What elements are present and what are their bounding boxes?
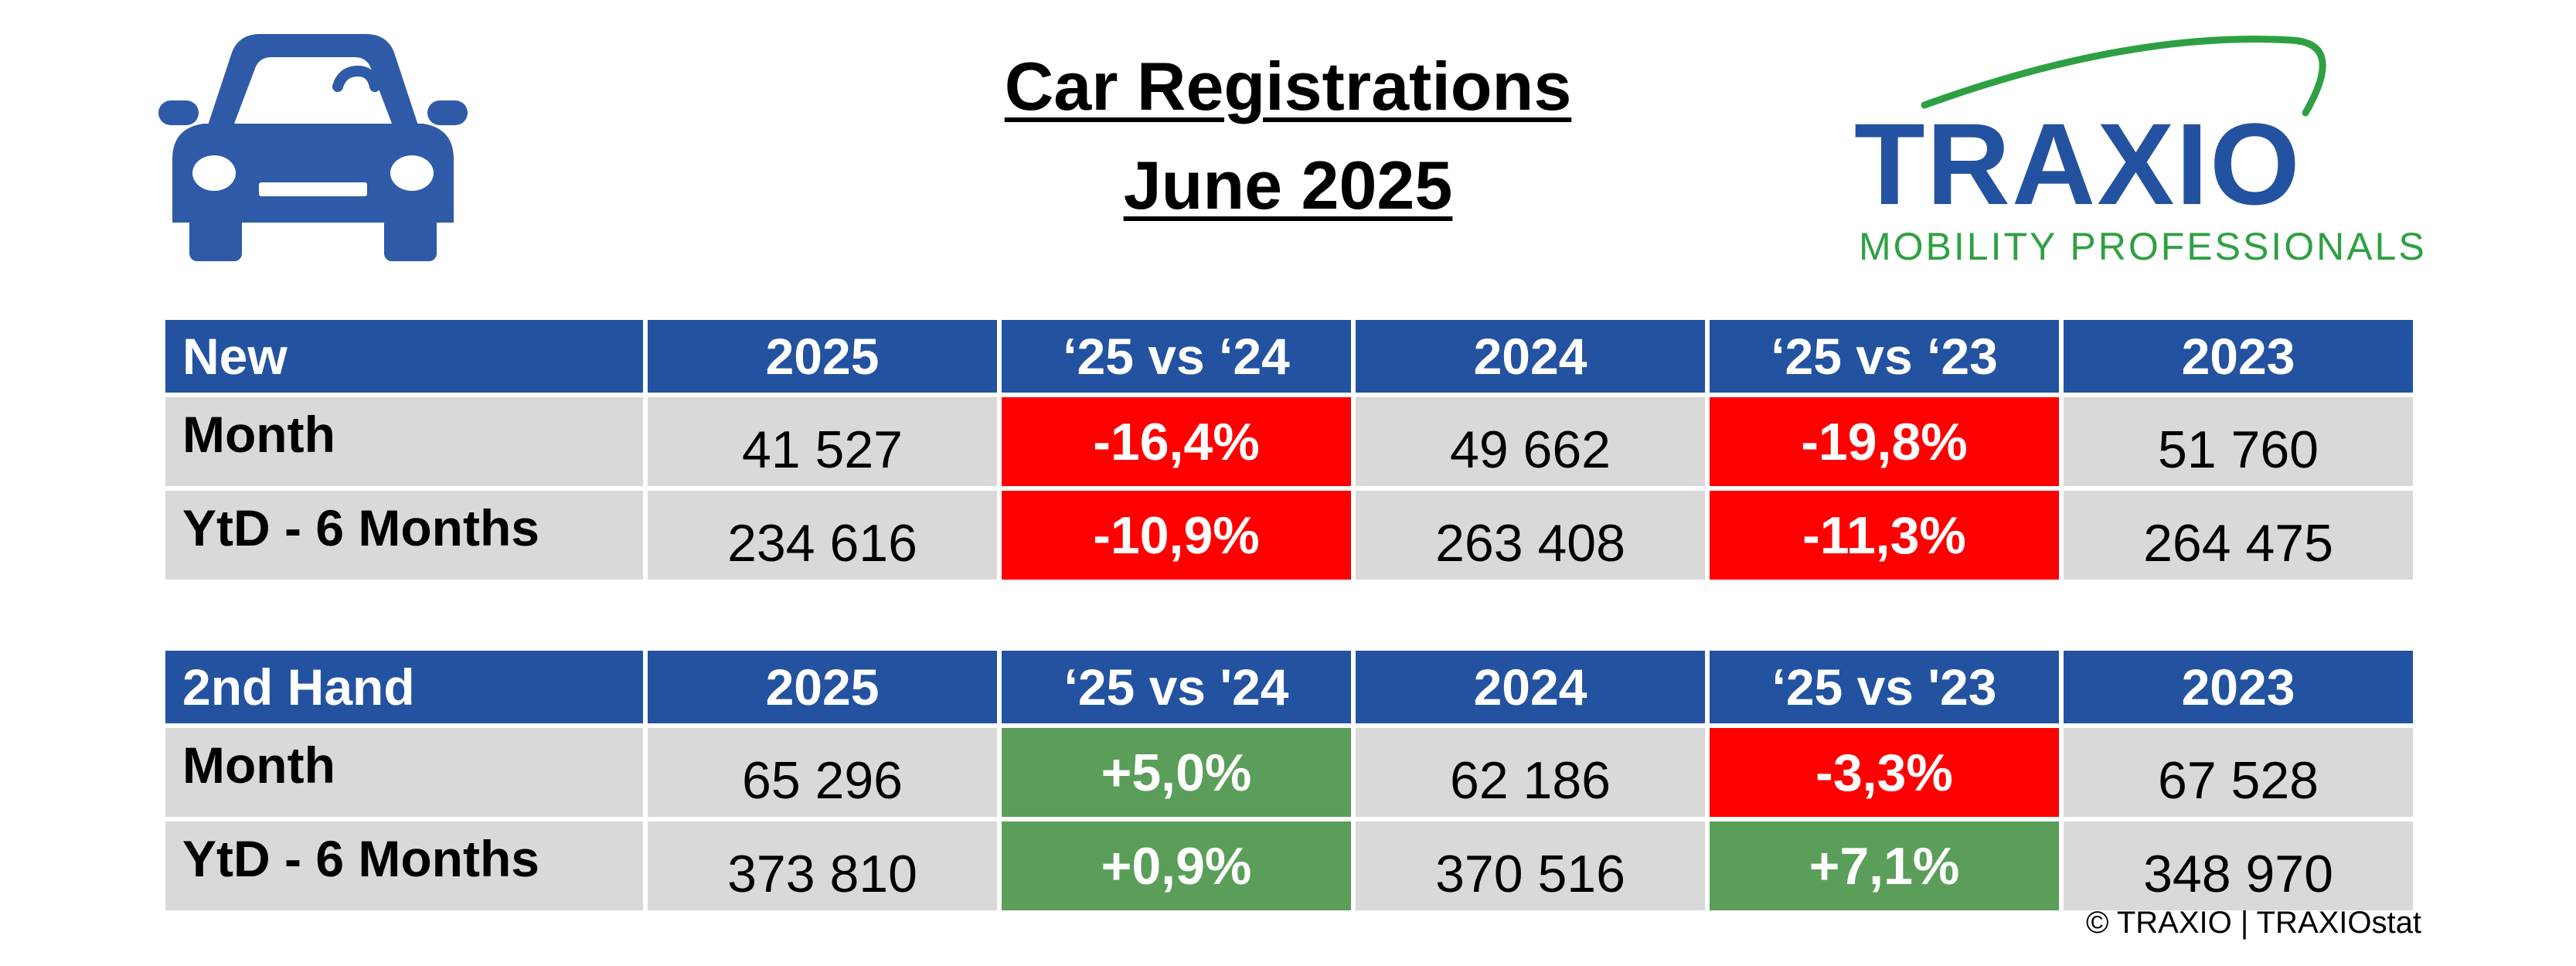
change-vs-23: -3,3% — [1710, 728, 2059, 817]
value-2025: 234 616 — [648, 491, 997, 580]
change-vs-24: +5,0% — [1002, 728, 1351, 817]
new-registrations-table: New 2025 ‘25 vs ‘24 2024 ‘25 vs ‘23 2023… — [161, 315, 2418, 584]
value-2023: 264 475 — [2064, 491, 2413, 580]
row-label: YtD - 6 Months — [165, 821, 643, 910]
value-2023: 348 970 — [2064, 821, 2413, 910]
value-2023: 51 760 — [2064, 397, 2413, 486]
car-icon — [158, 34, 468, 261]
change-vs-24: +0,9% — [1002, 821, 1351, 910]
value-2024: 62 186 — [1356, 728, 1705, 817]
header-category: New — [165, 320, 643, 393]
row-label: YtD - 6 Months — [165, 491, 643, 580]
table-header-row: New 2025 ‘25 vs ‘24 2024 ‘25 vs ‘23 2023 — [165, 320, 2413, 393]
logo-brand: TRAXIO — [1854, 99, 2302, 229]
header-2025: 2025 — [648, 320, 997, 393]
header-vs-23: ‘25 vs ‘23 — [1710, 320, 2059, 393]
change-vs-23: -19,8% — [1710, 397, 2059, 486]
change-vs-23: -11,3% — [1710, 491, 2059, 580]
copyright-credit: © TRAXIO | TRAXIOstat — [2085, 906, 2421, 940]
value-2023: 67 528 — [2064, 728, 2413, 817]
header-category: 2nd Hand — [165, 651, 643, 723]
row-label: Month — [165, 397, 643, 486]
header-2024: 2024 — [1356, 651, 1705, 723]
page-title: Car Registrations June 2025 — [0, 37, 2576, 235]
change-vs-23: +7,1% — [1710, 821, 2059, 910]
value-2025: 41 527 — [648, 397, 997, 486]
row-label: Month — [165, 728, 643, 817]
header-2024: 2024 — [1356, 320, 1705, 393]
value-2024: 370 516 — [1356, 821, 1705, 910]
change-vs-24: -16,4% — [1002, 397, 1351, 486]
value-2024: 263 408 — [1356, 491, 1705, 580]
second-hand-registrations-table: 2nd Hand 2025 ‘25 vs '24 2024 ‘25 vs '23… — [161, 646, 2418, 915]
header-vs-24: ‘25 vs ‘24 — [1002, 320, 1351, 393]
table-row: YtD - 6 Months 373 810 +0,9% 370 516 +7,… — [165, 821, 2413, 910]
change-vs-24: -10,9% — [1002, 491, 1351, 580]
table-row: Month 65 296 +5,0% 62 186 -3,3% 67 528 — [165, 728, 2413, 817]
header-vs-23: ‘25 vs '23 — [1710, 651, 2059, 723]
title-line-2: June 2025 — [1123, 147, 1453, 223]
table-header-row: 2nd Hand 2025 ‘25 vs '24 2024 ‘25 vs '23… — [165, 651, 2413, 723]
value-2025: 373 810 — [648, 821, 997, 910]
header-2023: 2023 — [2064, 651, 2413, 723]
header-2025: 2025 — [648, 651, 997, 723]
value-2024: 49 662 — [1356, 397, 1705, 486]
header-2023: 2023 — [2064, 320, 2413, 393]
title-line-1: Car Registrations — [1004, 48, 1572, 124]
logo-tagline: MOBILITY PROFESSIONALS — [1859, 225, 2427, 268]
value-2025: 65 296 — [648, 728, 997, 817]
header-vs-24: ‘25 vs '24 — [1002, 651, 1351, 723]
traxio-logo: TRAXIO MOBILITY PROFESSIONALS — [1854, 36, 2427, 268]
table-row: Month 41 527 -16,4% 49 662 -19,8% 51 760 — [165, 397, 2413, 486]
table-row: YtD - 6 Months 234 616 -10,9% 263 408 -1… — [165, 491, 2413, 580]
